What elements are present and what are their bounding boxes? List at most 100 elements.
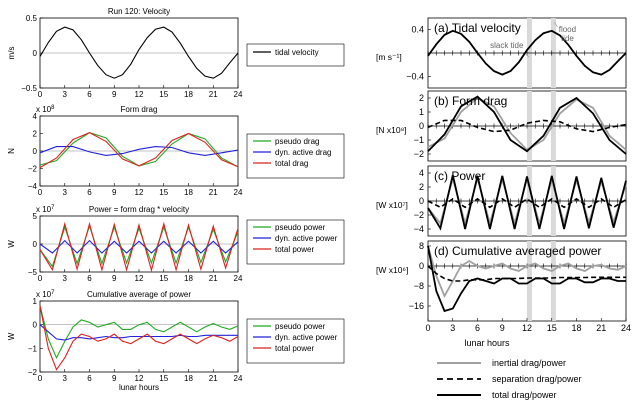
y-tick-label: −0.5 [21, 84, 37, 93]
y-axis-label: [W x10⁶] [376, 265, 408, 275]
y-tick-label: 0 [33, 49, 38, 58]
x-tick-label: 9 [112, 374, 117, 383]
x-tick-label: 21 [209, 188, 218, 197]
y-tick-label: 0.5 [26, 14, 38, 23]
x-tick-label: 21 [596, 323, 606, 333]
panel-title: Power = form drag * velocity [89, 205, 189, 214]
series-line [427, 119, 627, 133]
x-tick-label: 15 [547, 323, 557, 333]
x-tick-label: 9 [500, 323, 505, 333]
series-line [427, 174, 627, 231]
y-tick-label: −4 [414, 224, 424, 234]
x-tick-label: 0 [425, 323, 430, 333]
y-exponent: x 108 [36, 105, 55, 114]
series-line [427, 29, 627, 76]
y-tick-label: −5 [28, 268, 38, 277]
x-tick-label: 21 [209, 274, 218, 283]
x-tick-label: 9 [112, 90, 117, 99]
y-axis-label: [m s⁻¹] [376, 52, 402, 62]
y-tick-label: 0 [419, 196, 424, 206]
x-tick-label: 3 [63, 374, 68, 383]
series-line [39, 26, 239, 79]
x-tick-label: 6 [87, 90, 92, 99]
y-tick-label: 0 [33, 321, 38, 330]
legend-label: pseudo power [275, 322, 326, 331]
legend-label: separation drag/power [492, 374, 582, 384]
y-tick-label: −2 [28, 165, 38, 174]
legend-label: total power [275, 245, 314, 254]
panel-title: (d) Cumulative averaged power [434, 244, 601, 258]
y-tick-label: −2 [28, 368, 38, 377]
y-tick-label: 2 [419, 93, 424, 103]
legend: pseudo power dyn. active power total power [246, 219, 345, 265]
y-tick-label: −1 [28, 344, 38, 353]
x-tick-label: 21 [209, 374, 218, 383]
x-tick-label: 24 [234, 188, 243, 197]
y-tick-label: 0 [33, 147, 38, 156]
panel-title: Run 120: Velocity [108, 7, 170, 16]
legend-label: dyn. active drag [275, 148, 331, 157]
legend-label: pseudo drag [275, 137, 319, 146]
x-tick-label: 15 [159, 188, 168, 197]
series-line [39, 305, 239, 360]
x-tick-label: 3 [63, 90, 68, 99]
x-tick-label: 6 [475, 323, 480, 333]
right-panel-4: 0 3 6 9 12 15 18 21 24 8 0 −8 −16 (d) Cumulative aver… [376, 240, 631, 333]
y-tick-label: 1 [419, 107, 424, 117]
series-line [39, 146, 239, 156]
y-tick-label: 4 [419, 168, 424, 178]
y-tick-label: −1 [414, 135, 424, 145]
legend-label: total drag [275, 159, 308, 168]
x-tick-label: 24 [234, 274, 243, 283]
y-exponent-power: 7 [51, 205, 55, 211]
series-line [39, 305, 239, 371]
y-tick-label: 5 [33, 212, 38, 221]
y-axis-label: N [7, 148, 16, 154]
panel-title: Form drag [121, 105, 158, 114]
series-line [39, 221, 239, 273]
legend-label: total drag/power [492, 390, 557, 400]
legend: pseudo power dyn. active power total power [246, 318, 345, 364]
y-exponent: x 107 [36, 205, 55, 214]
y-tick-label: 1 [33, 297, 38, 306]
x-tick-label: 18 [184, 274, 193, 283]
y-tick-label: −4 [28, 182, 38, 191]
x-tick-label: 15 [159, 274, 168, 283]
y-tick-label: −2 [414, 149, 424, 159]
x-tick-label: 12 [135, 274, 144, 283]
y-exponent-power: 7 [51, 290, 55, 296]
x-tick-label: 9 [112, 188, 117, 197]
y-axis-label: [N x10⁸] [376, 125, 407, 135]
y-tick-label: 2 [419, 182, 424, 192]
y-axis-label: W [7, 240, 16, 248]
y-exponent: x 107 [36, 290, 55, 299]
y-tick-label: 0 [33, 240, 38, 249]
slack-arrow [526, 52, 529, 58]
legend-label: tidal velocity [275, 48, 319, 57]
x-tick-label: 9 [112, 274, 117, 283]
series-line [427, 245, 626, 313]
x-tick-label: 18 [184, 188, 193, 197]
x-tick-label: 12 [135, 374, 144, 383]
x-tick-label: 0 [38, 90, 43, 99]
x-tick-label: 18 [184, 374, 193, 383]
legend-label: pseudo power [275, 223, 326, 232]
series-line [427, 245, 627, 299]
flood-tide-label: flood [559, 25, 576, 34]
series-line [427, 95, 627, 155]
y-tick-label: 0 [419, 261, 424, 271]
legend: pseudo drag dyn. active drag total drag [246, 133, 345, 179]
y-tick-label: 8 [419, 241, 424, 251]
y-tick-label: 2 [33, 130, 38, 139]
x-tick-label: 24 [621, 323, 631, 333]
x-tick-label: 24 [234, 90, 243, 99]
y-tick-label: 4 [33, 112, 38, 121]
x-tick-label: 0 [38, 188, 43, 197]
y-exponent-power: 8 [51, 105, 55, 111]
panel-title: (b) Form drag [434, 94, 507, 108]
y-tick-label: −2 [414, 210, 424, 220]
x-tick-label: 3 [63, 274, 68, 283]
panel-title: (c) Power [434, 169, 485, 183]
